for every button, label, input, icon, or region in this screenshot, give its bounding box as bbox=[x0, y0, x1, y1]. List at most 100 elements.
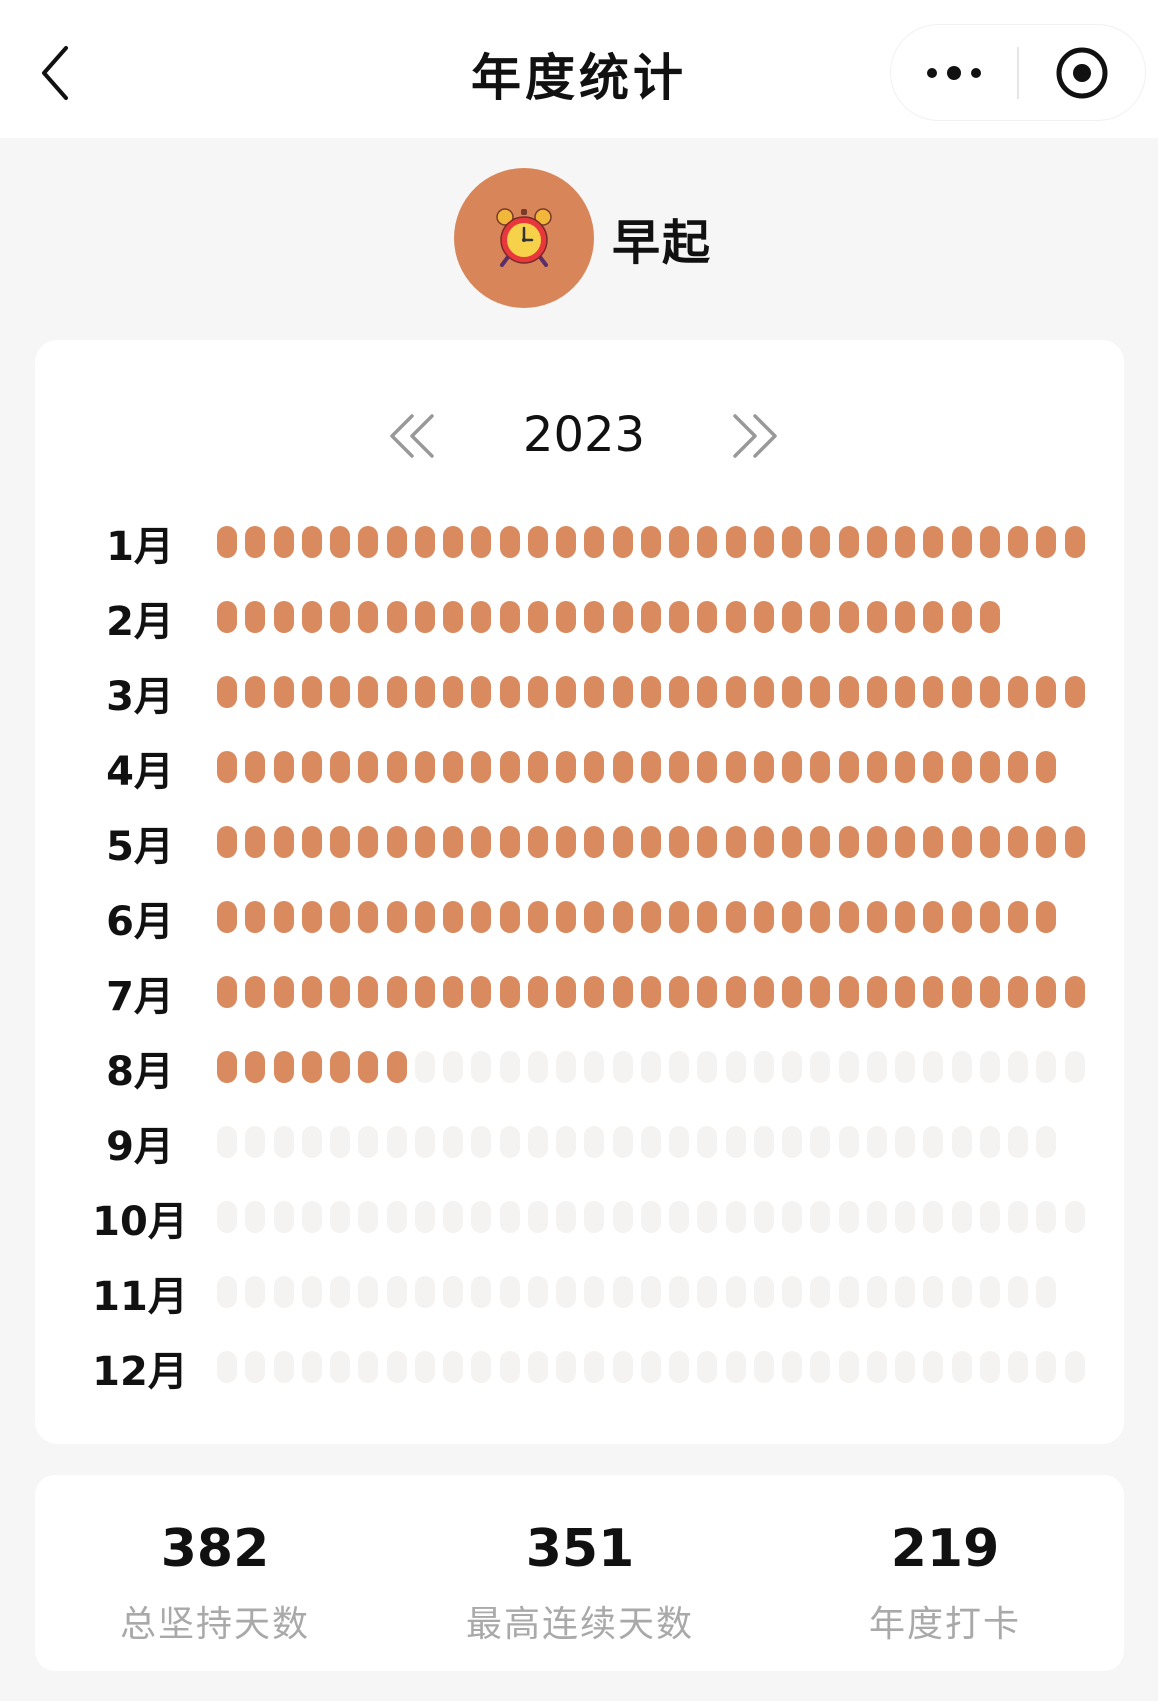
unchecked-day-dot[interactable] bbox=[725, 1126, 746, 1158]
unchecked-day-dot[interactable] bbox=[697, 1126, 718, 1158]
unchecked-day-dot[interactable] bbox=[725, 1351, 746, 1383]
checked-day-dot[interactable] bbox=[245, 676, 266, 708]
unchecked-day-dot[interactable] bbox=[838, 1126, 859, 1158]
checked-day-dot[interactable] bbox=[838, 601, 859, 633]
checked-day-dot[interactable] bbox=[386, 526, 407, 558]
checked-day-dot[interactable] bbox=[782, 751, 802, 783]
checked-day-dot[interactable] bbox=[782, 676, 802, 708]
checked-day-dot[interactable] bbox=[810, 526, 831, 558]
checked-day-dot[interactable] bbox=[499, 901, 520, 933]
unchecked-day-dot[interactable] bbox=[923, 1201, 944, 1233]
checked-day-dot[interactable] bbox=[217, 676, 237, 708]
unchecked-day-dot[interactable] bbox=[273, 1201, 294, 1233]
checked-day-dot[interactable] bbox=[556, 901, 576, 933]
checked-day-dot[interactable] bbox=[584, 976, 605, 1008]
unchecked-day-dot[interactable] bbox=[612, 1126, 633, 1158]
checked-day-dot[interactable] bbox=[471, 526, 492, 558]
unchecked-day-dot[interactable] bbox=[923, 1351, 944, 1383]
checked-day-dot[interactable] bbox=[697, 601, 718, 633]
checked-day-dot[interactable] bbox=[1008, 901, 1028, 933]
unchecked-day-dot[interactable] bbox=[301, 1201, 322, 1233]
checked-day-dot[interactable] bbox=[951, 751, 972, 783]
checked-day-dot[interactable] bbox=[895, 976, 915, 1008]
unchecked-day-dot[interactable] bbox=[245, 1276, 266, 1308]
unchecked-day-dot[interactable] bbox=[810, 1051, 831, 1083]
checked-day-dot[interactable] bbox=[753, 976, 774, 1008]
unchecked-day-dot[interactable] bbox=[669, 1351, 689, 1383]
checked-day-dot[interactable] bbox=[923, 601, 944, 633]
unchecked-day-dot[interactable] bbox=[471, 1201, 492, 1233]
checked-day-dot[interactable] bbox=[810, 826, 831, 858]
checked-day-dot[interactable] bbox=[669, 976, 689, 1008]
checked-day-dot[interactable] bbox=[866, 976, 887, 1008]
unchecked-day-dot[interactable] bbox=[330, 1201, 350, 1233]
checked-day-dot[interactable] bbox=[612, 601, 633, 633]
checked-day-dot[interactable] bbox=[979, 601, 1000, 633]
unchecked-day-dot[interactable] bbox=[697, 1051, 718, 1083]
checked-day-dot[interactable] bbox=[612, 676, 633, 708]
checked-day-dot[interactable] bbox=[217, 601, 237, 633]
unchecked-day-dot[interactable] bbox=[414, 1126, 435, 1158]
unchecked-day-dot[interactable] bbox=[330, 1351, 350, 1383]
checked-day-dot[interactable] bbox=[669, 751, 689, 783]
unchecked-day-dot[interactable] bbox=[753, 1126, 774, 1158]
checked-day-dot[interactable] bbox=[414, 526, 435, 558]
checked-day-dot[interactable] bbox=[443, 901, 463, 933]
checked-day-dot[interactable] bbox=[584, 601, 605, 633]
checked-day-dot[interactable] bbox=[273, 601, 294, 633]
checked-day-dot[interactable] bbox=[782, 826, 802, 858]
unchecked-day-dot[interactable] bbox=[640, 1276, 661, 1308]
unchecked-day-dot[interactable] bbox=[330, 1126, 350, 1158]
unchecked-day-dot[interactable] bbox=[753, 1351, 774, 1383]
unchecked-day-dot[interactable] bbox=[245, 1201, 266, 1233]
unchecked-day-dot[interactable] bbox=[499, 1276, 520, 1308]
checked-day-dot[interactable] bbox=[753, 676, 774, 708]
unchecked-day-dot[interactable] bbox=[838, 1276, 859, 1308]
checked-day-dot[interactable] bbox=[471, 826, 492, 858]
checked-day-dot[interactable] bbox=[697, 751, 718, 783]
unchecked-day-dot[interactable] bbox=[1064, 1201, 1085, 1233]
checked-day-dot[interactable] bbox=[810, 976, 831, 1008]
unchecked-day-dot[interactable] bbox=[697, 1201, 718, 1233]
unchecked-day-dot[interactable] bbox=[386, 1351, 407, 1383]
checked-day-dot[interactable] bbox=[358, 526, 379, 558]
unchecked-day-dot[interactable] bbox=[414, 1351, 435, 1383]
checked-day-dot[interactable] bbox=[838, 976, 859, 1008]
checked-day-dot[interactable] bbox=[1008, 826, 1028, 858]
unchecked-day-dot[interactable] bbox=[556, 1201, 576, 1233]
unchecked-day-dot[interactable] bbox=[245, 1126, 266, 1158]
unchecked-day-dot[interactable] bbox=[1064, 1051, 1085, 1083]
checked-day-dot[interactable] bbox=[386, 826, 407, 858]
checked-day-dot[interactable] bbox=[1008, 526, 1028, 558]
checked-day-dot[interactable] bbox=[584, 751, 605, 783]
checked-day-dot[interactable] bbox=[527, 676, 548, 708]
checked-day-dot[interactable] bbox=[753, 751, 774, 783]
checked-day-dot[interactable] bbox=[640, 976, 661, 1008]
checked-day-dot[interactable] bbox=[612, 901, 633, 933]
checked-day-dot[interactable] bbox=[753, 526, 774, 558]
unchecked-day-dot[interactable] bbox=[753, 1201, 774, 1233]
checked-day-dot[interactable] bbox=[725, 751, 746, 783]
checked-day-dot[interactable] bbox=[330, 1051, 350, 1083]
unchecked-day-dot[interactable] bbox=[301, 1351, 322, 1383]
checked-day-dot[interactable] bbox=[584, 826, 605, 858]
checked-day-dot[interactable] bbox=[951, 976, 972, 1008]
checked-day-dot[interactable] bbox=[245, 901, 266, 933]
checked-day-dot[interactable] bbox=[1064, 676, 1085, 708]
checked-day-dot[interactable] bbox=[1036, 826, 1057, 858]
unchecked-day-dot[interactable] bbox=[753, 1276, 774, 1308]
unchecked-day-dot[interactable] bbox=[358, 1126, 379, 1158]
unchecked-day-dot[interactable] bbox=[669, 1201, 689, 1233]
checked-day-dot[interactable] bbox=[979, 901, 1000, 933]
checked-day-dot[interactable] bbox=[810, 601, 831, 633]
checked-day-dot[interactable] bbox=[499, 751, 520, 783]
checked-day-dot[interactable] bbox=[697, 826, 718, 858]
checked-day-dot[interactable] bbox=[443, 976, 463, 1008]
unchecked-day-dot[interactable] bbox=[584, 1126, 605, 1158]
checked-day-dot[interactable] bbox=[1064, 526, 1085, 558]
checked-day-dot[interactable] bbox=[612, 526, 633, 558]
unchecked-day-dot[interactable] bbox=[923, 1276, 944, 1308]
checked-day-dot[interactable] bbox=[301, 676, 322, 708]
checked-day-dot[interactable] bbox=[217, 526, 237, 558]
checked-day-dot[interactable] bbox=[301, 1051, 322, 1083]
